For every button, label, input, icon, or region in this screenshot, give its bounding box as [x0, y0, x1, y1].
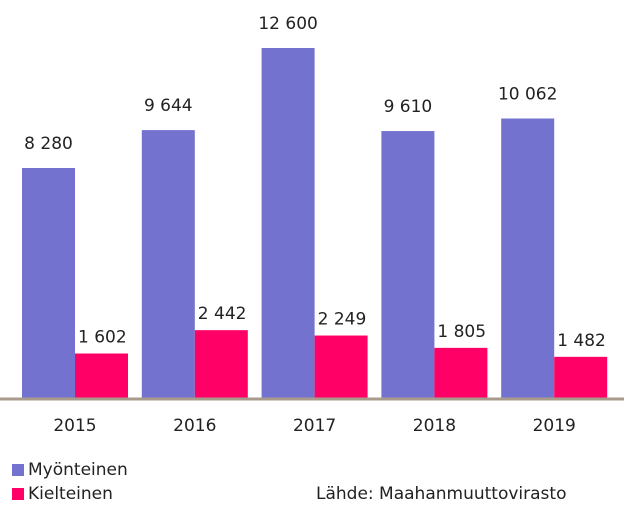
value-label: 9 644 — [144, 96, 193, 116]
legend-swatch — [12, 488, 24, 500]
bar — [141, 130, 195, 398]
x-tick-label: 2018 — [413, 416, 456, 436]
x-tick-label: 2015 — [53, 416, 96, 436]
value-label: 1 482 — [557, 331, 606, 351]
value-label: 1 805 — [437, 322, 486, 342]
bar — [434, 347, 488, 398]
value-label: 2 249 — [318, 310, 367, 330]
legend-label: Kielteinen — [28, 484, 113, 504]
value-label: 10 062 — [498, 85, 557, 105]
bar — [381, 131, 435, 399]
bar — [75, 353, 128, 398]
bar — [194, 330, 248, 398]
bar — [314, 335, 368, 398]
legend-label: Myönteinen — [28, 460, 128, 480]
x-tick-label: 2017 — [293, 416, 336, 436]
value-label: 1 602 — [78, 328, 127, 348]
value-label: 9 610 — [384, 97, 433, 117]
legend-swatch — [12, 464, 24, 476]
bar — [22, 168, 75, 398]
value-label: 2 442 — [198, 304, 247, 324]
bar — [501, 118, 555, 398]
x-tick-label: 2019 — [533, 416, 576, 436]
bar — [554, 356, 608, 398]
value-label: 8 280 — [24, 134, 73, 154]
bar — [261, 48, 315, 398]
source-note: Lähde: Maahanmuuttovirasto — [316, 484, 566, 504]
value-label: 12 600 — [258, 14, 317, 34]
x-tick-label: 2016 — [173, 416, 216, 436]
